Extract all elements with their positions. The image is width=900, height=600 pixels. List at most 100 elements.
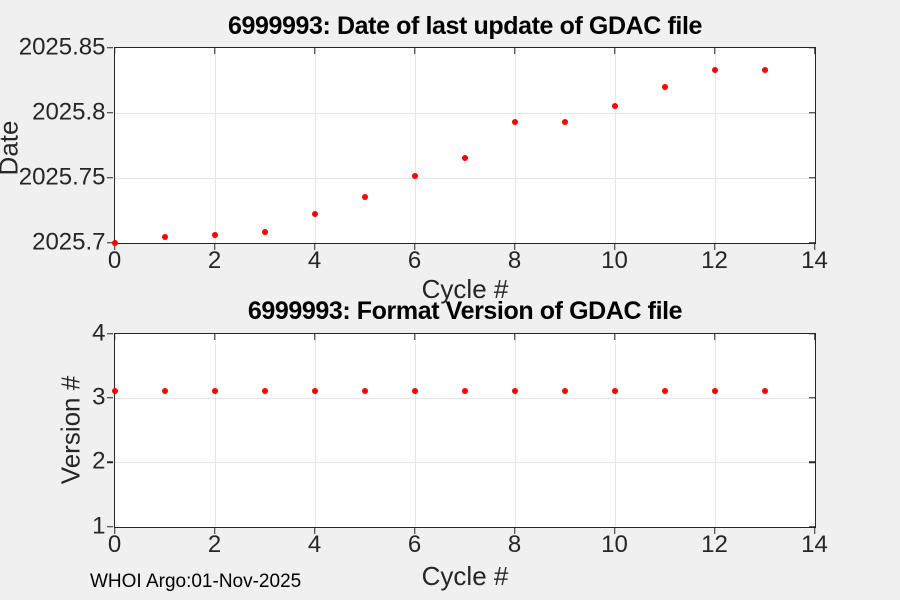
y-tick-mark	[808, 111, 815, 114]
grid-line-vertical	[614, 333, 616, 527]
x-tick-mark	[613, 528, 616, 534]
data-point	[611, 103, 618, 109]
x-tick-label: 12	[701, 246, 728, 274]
y-tick-mark	[808, 525, 815, 528]
x-tick-mark	[513, 333, 516, 340]
x-tick-mark	[813, 333, 816, 340]
x-tick-label: 0	[107, 530, 122, 558]
grid-line-vertical	[214, 333, 216, 527]
x-tick-mark	[513, 244, 516, 250]
x-tick-mark	[213, 528, 216, 534]
y-tick-mark	[107, 525, 113, 528]
y-tick-mark	[107, 461, 113, 463]
data-point	[461, 388, 468, 395]
data-point	[261, 229, 268, 236]
y-tick-mark	[808, 46, 815, 49]
x-tick-mark	[113, 244, 116, 250]
x-axis-label-cycle-top: Cycle #	[421, 274, 509, 304]
y-tick-mark	[808, 241, 815, 244]
x-tick-mark	[813, 244, 816, 250]
x-tick-mark	[313, 47, 316, 54]
data-point	[611, 388, 618, 395]
data-point	[661, 83, 668, 90]
x-tick-mark	[813, 528, 816, 534]
data-point	[111, 239, 118, 246]
y-tick-mark	[107, 176, 113, 179]
y-tick-label: 3	[92, 383, 106, 411]
plot-title-format-version: 6999993: Format Version of GDAC file	[247, 297, 683, 325]
data-point	[111, 388, 118, 395]
x-tick-mark	[313, 528, 316, 534]
x-tick-label: 2	[207, 530, 222, 558]
y-tick-mark	[107, 46, 113, 49]
plot-area-date-update: 0 2 4 6 8 10 12 14 2025.7 2025.75 2025.8 2025.85	[19, 33, 828, 274]
data-point	[161, 234, 168, 241]
y-tick-mark	[107, 332, 113, 335]
x-tick-label: 2	[207, 246, 222, 274]
grid-line-vertical	[414, 47, 416, 243]
data-point	[661, 388, 668, 395]
x-tick-mark	[713, 244, 716, 250]
x-tick-mark	[313, 333, 316, 340]
x-tick-mark	[313, 244, 316, 250]
data-point	[511, 388, 518, 395]
x-tick-label: 6	[407, 530, 422, 558]
x-tick-mark	[713, 528, 716, 534]
data-point	[161, 388, 168, 395]
x-tick-mark	[813, 47, 816, 54]
data-point	[761, 388, 768, 395]
grid-line-horizontal	[114, 462, 815, 464]
data-point	[711, 66, 718, 73]
grid-line-vertical	[414, 333, 416, 527]
grid-line-horizontal	[114, 177, 815, 179]
x-tick-label: 8	[507, 530, 522, 558]
y-tick-label: 2025.85	[18, 32, 106, 60]
x-tick-mark	[613, 47, 616, 54]
y-tick-label: 2	[92, 447, 106, 475]
x-tick-mark	[113, 47, 116, 54]
grid-line-vertical	[714, 47, 716, 243]
x-tick-mark	[713, 47, 716, 54]
x-tick-mark	[113, 333, 116, 340]
data-point	[511, 118, 518, 125]
x-tick-label: 14	[801, 246, 828, 274]
grid-line-vertical	[714, 333, 716, 527]
y-tick-label: 2025.8	[32, 97, 106, 125]
x-tick-mark	[213, 47, 216, 54]
x-tick-mark	[413, 47, 416, 54]
data-point	[711, 388, 718, 395]
x-tick-mark	[413, 244, 416, 250]
data-point	[211, 388, 218, 395]
x-tick-mark	[213, 244, 216, 250]
y-tick-mark	[808, 397, 815, 399]
data-point	[411, 388, 418, 395]
data-point	[561, 118, 568, 125]
grid-line-horizontal	[114, 397, 815, 399]
x-tick-label: 4	[307, 530, 322, 558]
x-tick-mark	[413, 528, 416, 534]
y-tick-mark	[107, 241, 113, 244]
grid-line-vertical	[214, 47, 216, 243]
data-point	[361, 388, 368, 395]
data-point	[311, 210, 318, 217]
data-point	[561, 388, 568, 395]
x-tick-mark	[613, 244, 616, 250]
x-tick-label: 12	[701, 530, 728, 558]
y-tick-mark	[808, 461, 815, 463]
grid-line-vertical	[614, 47, 616, 243]
x-tick-label: 6	[407, 246, 422, 274]
data-point	[461, 155, 468, 161]
x-tick-mark	[513, 528, 516, 534]
y-tick-label: 2025.7	[32, 227, 106, 255]
y-tick-label: 4	[92, 318, 106, 346]
x-tick-label: 10	[601, 246, 628, 274]
x-tick-label: 8	[507, 246, 522, 274]
x-tick-label: 10	[601, 530, 628, 558]
data-point	[361, 194, 368, 200]
y-tick-label: 1	[92, 511, 106, 539]
x-tick-label: 0	[107, 246, 122, 274]
y-tick-label: 2025.75	[18, 162, 106, 190]
data-point	[311, 388, 318, 395]
grid-line-vertical	[314, 47, 316, 243]
watermark-text: WHOI Argo:01-Nov-2025	[90, 571, 302, 592]
